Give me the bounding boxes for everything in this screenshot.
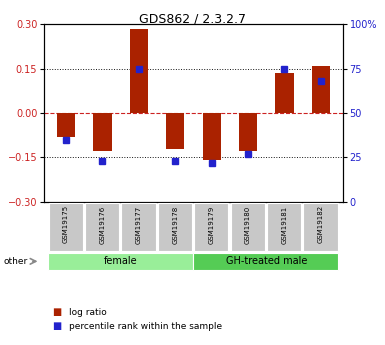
Bar xyxy=(94,113,112,151)
Text: GH-treated male: GH-treated male xyxy=(226,256,307,266)
Bar xyxy=(166,113,184,148)
Bar xyxy=(130,29,148,113)
Bar xyxy=(49,203,83,252)
Bar xyxy=(267,203,301,252)
Bar xyxy=(239,113,257,151)
Bar xyxy=(121,203,156,252)
Text: GSM19178: GSM19178 xyxy=(172,205,178,244)
Bar xyxy=(303,203,338,252)
Text: log ratio: log ratio xyxy=(69,308,107,317)
Bar xyxy=(231,203,265,252)
Text: female: female xyxy=(104,256,137,266)
Text: GSM19177: GSM19177 xyxy=(136,205,142,244)
Text: GDS862 / 2.3.2.7: GDS862 / 2.3.2.7 xyxy=(139,12,246,25)
Bar xyxy=(203,113,221,160)
Bar xyxy=(85,203,119,252)
Bar xyxy=(312,66,330,113)
Bar xyxy=(48,253,193,270)
Text: GSM19176: GSM19176 xyxy=(99,205,105,244)
Text: ■: ■ xyxy=(52,321,61,331)
Text: ■: ■ xyxy=(52,307,61,317)
Bar xyxy=(194,203,228,252)
Bar xyxy=(57,113,75,137)
Text: GSM19180: GSM19180 xyxy=(245,205,251,244)
Text: GSM19182: GSM19182 xyxy=(318,205,324,244)
Text: percentile rank within the sample: percentile rank within the sample xyxy=(69,322,223,331)
Text: other: other xyxy=(4,257,28,266)
Text: GSM19175: GSM19175 xyxy=(63,205,69,244)
Bar xyxy=(194,253,338,270)
Text: GSM19181: GSM19181 xyxy=(281,205,288,244)
Text: GSM19179: GSM19179 xyxy=(209,205,215,244)
Bar xyxy=(158,203,192,252)
Bar xyxy=(275,73,293,113)
